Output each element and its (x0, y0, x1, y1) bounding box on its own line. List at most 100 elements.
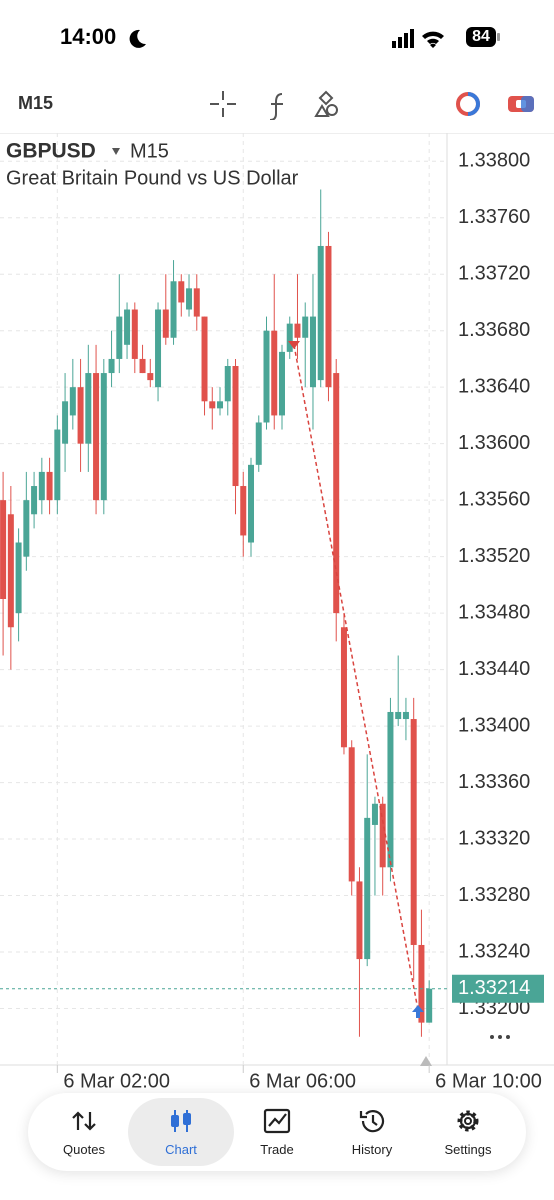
candle-body (286, 323, 293, 352)
candle-body (186, 288, 193, 310)
candle-body (410, 719, 417, 945)
tab-label: Quotes (63, 1142, 105, 1157)
y-tick-label: 1.33680 (458, 319, 530, 341)
trade-line (293, 344, 419, 1011)
candle-body (108, 358, 115, 374)
toolbar-icons (210, 90, 338, 120)
candle-body (62, 401, 69, 444)
candle-body (317, 245, 324, 381)
candle-body (248, 464, 255, 543)
candle-body (116, 316, 123, 359)
candle-body (240, 486, 247, 536)
candle-body (255, 422, 262, 465)
candle-body (155, 309, 162, 388)
candle-body (93, 373, 100, 501)
nav-tab[interactable]: Quotes (34, 1108, 134, 1157)
scroll-marker (420, 1056, 432, 1066)
candle-body (294, 323, 301, 338)
symbol: GBPUSD (6, 140, 96, 163)
candle-body (418, 944, 425, 1023)
battery: 84 (466, 27, 496, 47)
candle-body (340, 627, 347, 748)
candle-body (193, 288, 200, 317)
candle-body (38, 471, 45, 501)
y-tick-label: 1.33520 (458, 545, 530, 567)
candle-body (7, 514, 14, 628)
candle-body (387, 711, 394, 868)
y-tick-label: 1.33320 (458, 827, 530, 849)
candle-body (100, 373, 107, 501)
y-tick-label: 1.33480 (458, 601, 530, 623)
chart: GBPUSD M15 Great Britain Pound vs US Dol… (0, 133, 554, 1092)
candle-body (54, 429, 61, 501)
y-tick-label: 1.33240 (458, 940, 530, 962)
nav-tab[interactable]: Settings (418, 1108, 518, 1157)
candle-body (302, 316, 309, 338)
candle-body (131, 309, 138, 359)
candle-body (23, 500, 30, 557)
y-tick-label: 1.33600 (458, 432, 530, 454)
tab-label: History (351, 1142, 393, 1157)
timeframe-button[interactable]: M15 (18, 93, 54, 113)
candle-body (371, 803, 378, 825)
candle-body (209, 401, 216, 409)
candle-body (224, 366, 231, 402)
nav-tab[interactable]: Chart (131, 1108, 231, 1157)
candle-body (333, 373, 340, 614)
candle-body (309, 316, 316, 388)
candle-body (271, 330, 278, 416)
y-tick-label: 1.33800 (458, 150, 530, 172)
candle-body (85, 373, 92, 444)
battery-tip (497, 33, 500, 41)
candle-body (139, 358, 146, 374)
candle-body (201, 316, 208, 402)
x-tick-label: 6 Mar 10:00 (435, 1070, 542, 1092)
candle-body (379, 803, 386, 868)
sell-marker (288, 341, 300, 349)
chart-timeframe: M15 (130, 140, 169, 162)
x-tick-label: 6 Mar 06:00 (249, 1070, 356, 1092)
tab-label: Chart (165, 1142, 197, 1157)
signal-wifi (392, 29, 444, 48)
candle-body (46, 471, 53, 501)
candle-body (15, 542, 22, 614)
y-tick-label: 1.33280 (458, 884, 530, 906)
x-tick-label: 6 Mar 02:00 (63, 1070, 170, 1092)
candle-body (278, 351, 285, 416)
candle-body (232, 366, 239, 487)
nav-tab[interactable]: Trade (227, 1108, 327, 1157)
symbol-dropdown[interactable] (112, 148, 120, 155)
chart-subtitle: Great Britain Pound vs US Dollar (6, 167, 299, 189)
current-price-box (452, 974, 544, 1003)
y-tick-label: 1.33720 (458, 262, 530, 284)
candle-body (178, 281, 185, 303)
candle-body (162, 309, 169, 338)
moon-icon (129, 29, 146, 48)
y-tick-label: 1.33760 (458, 206, 530, 228)
nav-tab[interactable]: History (322, 1108, 422, 1157)
candle-body (348, 747, 355, 882)
candle-body (124, 309, 131, 345)
candle-body (325, 245, 332, 388)
candle-body (69, 387, 76, 416)
candle-body (263, 330, 270, 423)
candle-body (402, 711, 409, 720)
buy-marker (412, 1005, 424, 1018)
candle-body (170, 281, 177, 338)
candle-body (0, 500, 7, 599)
tab-label: Settings (444, 1142, 492, 1157)
nav-selected (128, 1098, 234, 1166)
current-price-label: 1.33214 (458, 977, 530, 999)
y-tick-label: 1.33560 (458, 488, 530, 510)
toolbar-right-icons (456, 92, 534, 116)
y-tick-label: 1.33640 (458, 375, 530, 397)
candle-body (31, 486, 38, 515)
candle-body (356, 881, 363, 960)
candle-body (77, 387, 84, 444)
candle-body (364, 817, 371, 960)
candle-body (147, 373, 154, 381)
candle-body (395, 711, 402, 720)
status-time: 14:00 (60, 24, 117, 49)
y-tick-label: 1.33360 (458, 771, 530, 793)
